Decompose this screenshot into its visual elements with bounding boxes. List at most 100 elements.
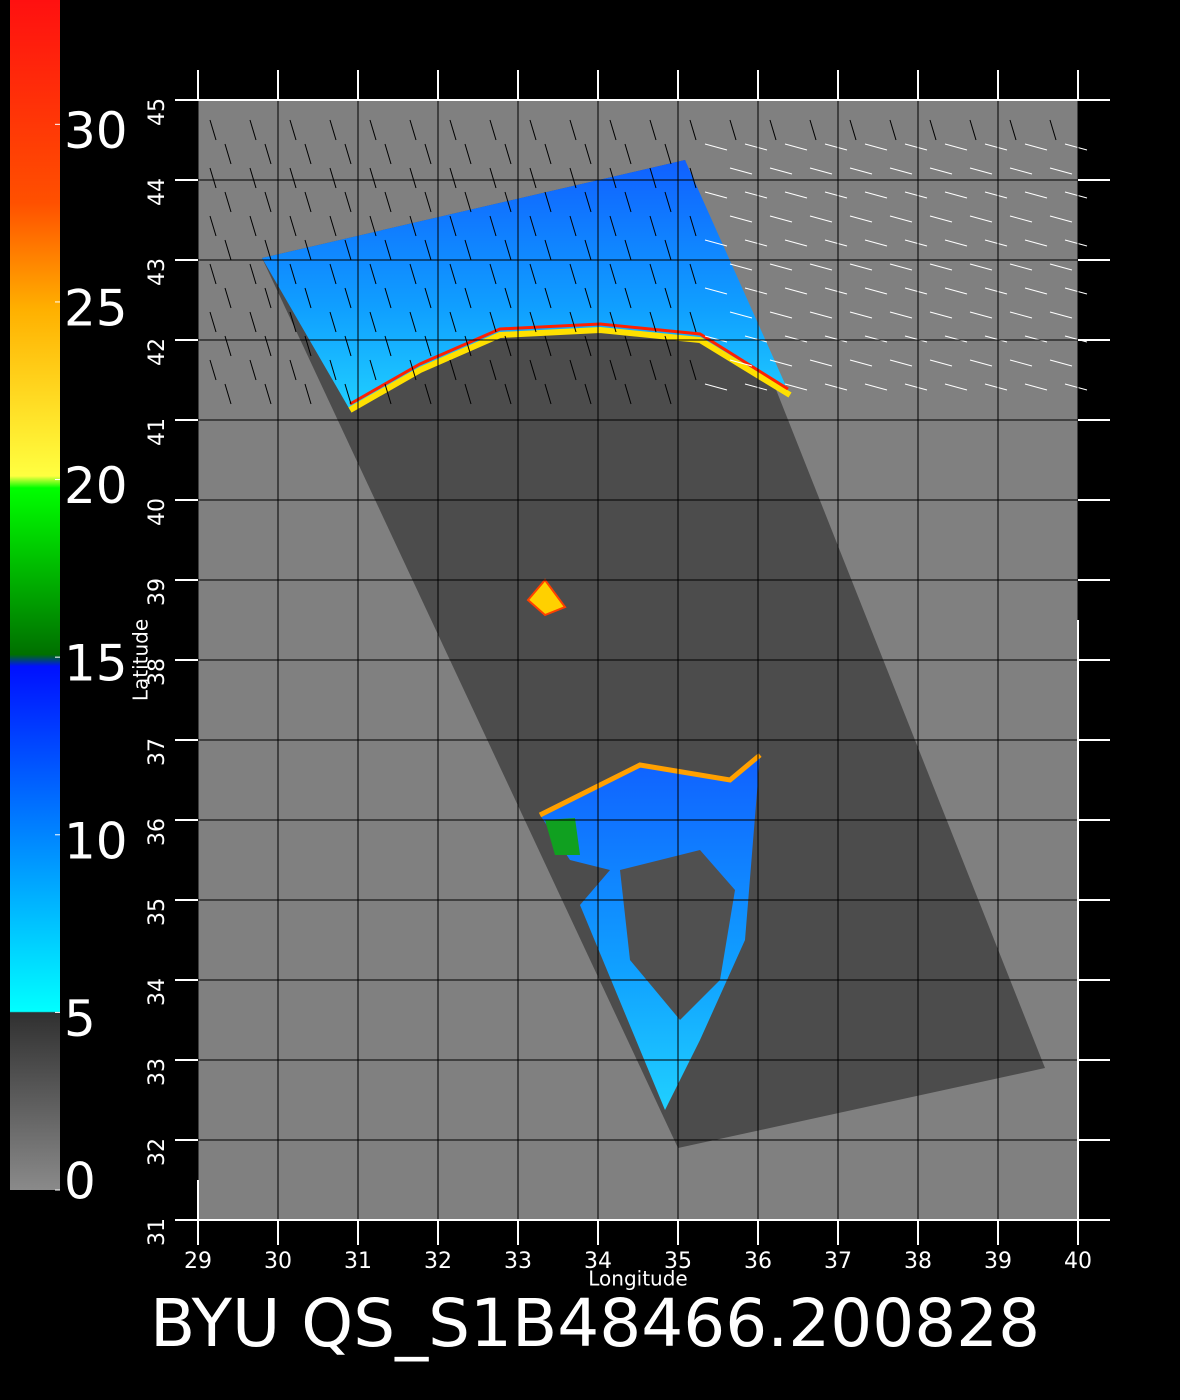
x-tick-label: 40 <box>1064 1249 1092 1274</box>
wind-barb <box>984 287 1008 295</box>
wind-barb <box>664 383 672 405</box>
wind-barb <box>889 215 913 223</box>
wind-barb <box>264 287 272 309</box>
wind-barb <box>744 383 768 391</box>
wind-barb <box>529 263 537 285</box>
x-tick-label: 33 <box>504 1249 532 1274</box>
wind-barb <box>209 167 217 189</box>
wind-barb <box>489 167 497 189</box>
y-tick-label: 39 <box>145 578 170 606</box>
wind-barb <box>544 335 552 357</box>
wind-barb <box>744 191 768 199</box>
wind-barb <box>504 335 512 357</box>
colorbar-tick-label: 10 <box>64 812 128 870</box>
wind-barb <box>329 167 337 189</box>
wind-barb <box>409 263 417 285</box>
y-tick-label: 32 <box>145 1138 170 1166</box>
wind-barb <box>969 311 993 319</box>
wind-barb <box>609 263 617 285</box>
wind-barb <box>449 263 457 285</box>
wind-barb <box>289 215 297 237</box>
wind-barb <box>624 335 632 357</box>
wind-barb <box>824 335 848 343</box>
wind-barb <box>609 311 617 333</box>
wind-barb <box>504 239 512 261</box>
wind-barb <box>864 143 888 151</box>
wind-barb <box>504 191 512 213</box>
wind-barb <box>224 335 232 357</box>
wind-barb <box>344 239 352 261</box>
wind-barb <box>544 383 552 405</box>
wind-barb <box>569 359 577 381</box>
wind-barb <box>584 383 592 405</box>
wind-barb <box>569 311 577 333</box>
x-tick-label: 32 <box>424 1249 452 1274</box>
wind-barb <box>744 335 768 343</box>
wind-barb <box>864 335 888 343</box>
wind-barb <box>289 167 297 189</box>
sea-north <box>262 160 790 410</box>
wind-barb <box>1024 383 1048 391</box>
wind-barb <box>984 191 1008 199</box>
wind-barb <box>1064 143 1088 151</box>
wind-barb <box>1024 191 1048 199</box>
wind-barb <box>384 287 392 309</box>
wind-barb <box>704 143 728 151</box>
wind-barb <box>369 215 377 237</box>
swath <box>262 160 1045 1148</box>
wind-barb <box>744 239 768 247</box>
wind-barb <box>704 287 728 295</box>
coast-north-edge <box>349 322 789 406</box>
wind-barb <box>584 143 592 165</box>
colorbar <box>10 0 60 1190</box>
wind-barb <box>1009 215 1033 223</box>
wind-barb <box>464 383 472 405</box>
wind-barb <box>809 311 833 319</box>
wind-barb <box>904 143 928 151</box>
wind-barb <box>849 119 857 141</box>
y-tick-label: 34 <box>145 978 170 1006</box>
x-tick-label: 37 <box>824 1249 852 1274</box>
wind-barb <box>809 215 833 223</box>
wind-barb <box>849 263 873 271</box>
wind-barb <box>264 143 272 165</box>
wind-barb <box>249 359 257 381</box>
wind-barb <box>984 239 1008 247</box>
wind-barb <box>209 359 217 381</box>
wind-barb <box>849 359 873 367</box>
y-tick-label: 44 <box>145 178 170 206</box>
wind-barb <box>889 167 913 175</box>
wind-barb <box>929 263 953 271</box>
wind-barb <box>649 215 657 237</box>
wind-barb <box>449 359 457 381</box>
wind-barb <box>1049 311 1073 319</box>
wind-barb <box>769 215 793 223</box>
wind-barb <box>209 311 217 333</box>
wind-barb <box>249 215 257 237</box>
wind-barb <box>209 119 217 141</box>
wind-barb <box>969 215 993 223</box>
wind-barb <box>304 143 312 165</box>
wind-barb <box>224 239 232 261</box>
wind-barb <box>424 239 432 261</box>
wind-barb <box>584 335 592 357</box>
wind-barb <box>889 263 913 271</box>
wind-barb <box>424 143 432 165</box>
wind-barb <box>384 239 392 261</box>
wind-barb <box>769 359 793 367</box>
wind-barb <box>1049 167 1073 175</box>
wind-barb <box>529 215 537 237</box>
wind-barb <box>224 383 232 405</box>
wind-barb <box>584 239 592 261</box>
wind-barb <box>784 335 808 343</box>
wind-barb <box>904 239 928 247</box>
wind-barb <box>1064 287 1088 295</box>
wind-barb <box>304 191 312 213</box>
wind-barb <box>544 143 552 165</box>
wind-barb <box>784 239 808 247</box>
wind-barb <box>1049 119 1057 141</box>
wind-barb <box>584 287 592 309</box>
wind-barb <box>409 311 417 333</box>
wind-barb <box>1009 167 1033 175</box>
wind-barb <box>904 335 928 343</box>
